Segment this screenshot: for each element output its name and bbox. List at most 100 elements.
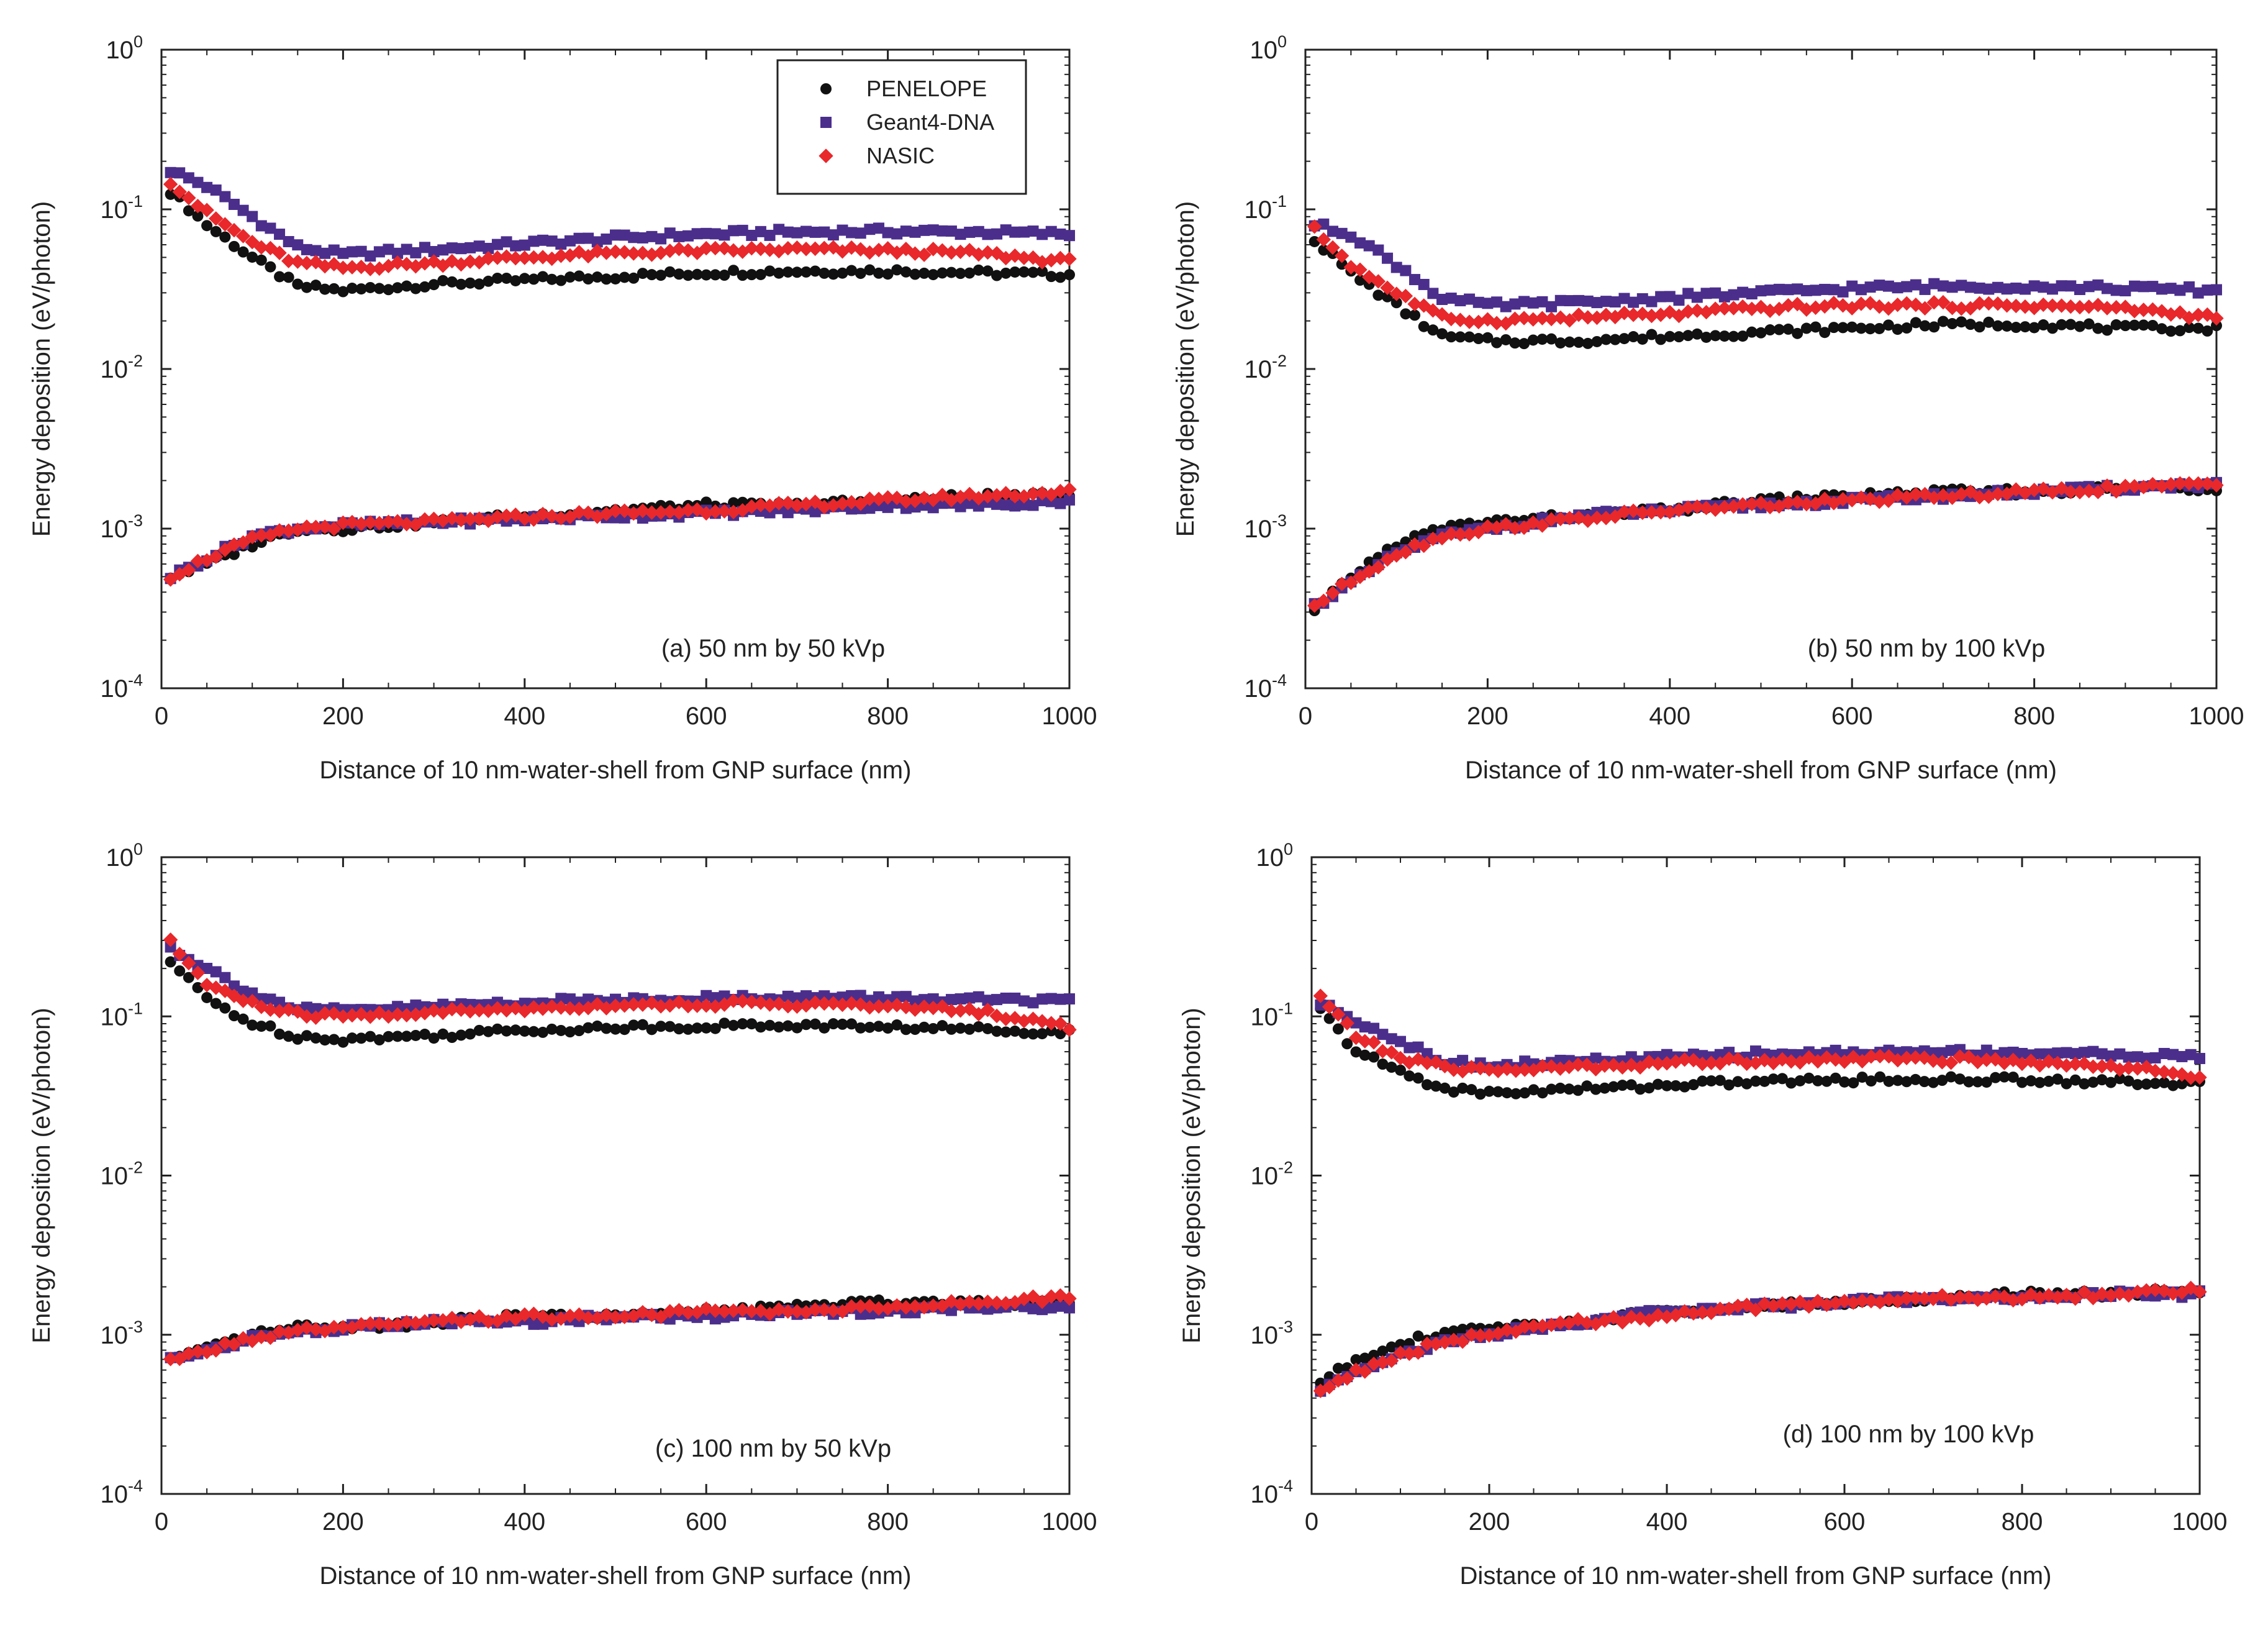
data-point [327, 521, 342, 537]
data-point [728, 225, 740, 237]
data-point [1750, 1045, 1761, 1057]
data-point [880, 999, 896, 1014]
data-point [882, 268, 894, 280]
data-point [1345, 231, 1357, 243]
data-point [1445, 293, 1457, 304]
data-point [1409, 309, 1421, 321]
data-point [1446, 1062, 1461, 1077]
data-point [1881, 1049, 1897, 1064]
data-point [381, 514, 396, 529]
data-point [2147, 281, 2159, 293]
data-point [2046, 322, 2058, 334]
data-point [317, 1006, 332, 1021]
data-point [308, 255, 324, 270]
data-point [744, 499, 759, 514]
data-point [782, 990, 794, 1002]
data-point [1618, 333, 1630, 345]
data-point [1735, 497, 1750, 512]
data-point [1992, 320, 2003, 332]
data-point [1609, 334, 1621, 345]
data-point [1526, 1318, 1541, 1334]
data-point [1377, 1029, 1389, 1040]
data-point [255, 254, 267, 266]
data-point [637, 232, 648, 243]
data-point [728, 265, 740, 276]
data-point [637, 512, 648, 524]
y-tick-exponent: -3 [1278, 1318, 1293, 1336]
data-point [1471, 524, 1486, 540]
data-point [998, 486, 1014, 501]
data-point [855, 1022, 866, 1034]
data-point [1390, 262, 1402, 273]
data-point [2110, 319, 2122, 330]
data-point [1554, 1082, 1566, 1094]
data-point [417, 256, 432, 271]
data-point [483, 275, 494, 287]
data-point [1519, 1055, 1531, 1067]
data-point [991, 498, 1003, 510]
data-point [1341, 1038, 1353, 1050]
data-point [1535, 311, 1550, 325]
data-point [553, 511, 568, 526]
data-point [1690, 303, 1705, 318]
data-point [1444, 526, 1459, 542]
data-point [337, 1036, 349, 1048]
data-point [1846, 321, 1858, 333]
data-point [174, 965, 186, 977]
data-point [1744, 496, 1759, 512]
data-point [1830, 1044, 1841, 1056]
data-point [1425, 531, 1441, 547]
data-point [1655, 291, 1667, 303]
data-point [1573, 294, 1585, 306]
data-point [1473, 1060, 1488, 1076]
data-point [2068, 1057, 2083, 1072]
data-point [2083, 281, 2095, 293]
data-point [363, 1316, 378, 1331]
y-tick-base: 10 [100, 1163, 128, 1190]
data-point [1313, 988, 1328, 1003]
data-point [1368, 1051, 1380, 1063]
data-point [1882, 280, 1894, 292]
data-point [581, 1001, 596, 1016]
data-point [327, 1319, 342, 1335]
data-point [1855, 284, 1867, 296]
data-point [1350, 1017, 1362, 1029]
data-point [1618, 293, 1630, 304]
data-point [337, 247, 349, 259]
data-point [1336, 227, 1348, 239]
data-point [628, 232, 640, 243]
data-point [1892, 282, 1903, 294]
data-point [237, 985, 249, 997]
data-point [1855, 322, 1867, 334]
data-point [1430, 1080, 1442, 1092]
data-point [381, 1317, 396, 1332]
data-point [481, 513, 496, 529]
data-point [945, 994, 957, 1006]
data-point [789, 240, 805, 255]
data-point [1737, 330, 1749, 342]
data-point [183, 205, 194, 217]
data-point [973, 264, 984, 276]
data-point [1708, 502, 1723, 517]
data-point [2052, 1073, 2064, 1085]
data-point [1377, 1058, 1389, 1070]
data-point [445, 511, 460, 526]
data-point [435, 1313, 450, 1328]
data-point [681, 243, 696, 258]
data-point [2025, 1075, 2037, 1087]
data-point [989, 1295, 1004, 1311]
data-point [1372, 289, 1384, 301]
data-point [682, 1023, 694, 1035]
y-tick-exponent: -2 [1278, 1158, 1293, 1177]
data-point [1764, 324, 1776, 336]
data-point [699, 506, 714, 521]
data-point [1775, 1296, 1790, 1311]
data-point [1546, 301, 1558, 312]
data-point [1764, 284, 1776, 296]
data-point [308, 1010, 324, 1025]
data-point [826, 1303, 841, 1318]
data-point [781, 999, 796, 1014]
data-point [1372, 244, 1384, 256]
data-point [1919, 283, 1931, 295]
data-point [1626, 307, 1641, 322]
